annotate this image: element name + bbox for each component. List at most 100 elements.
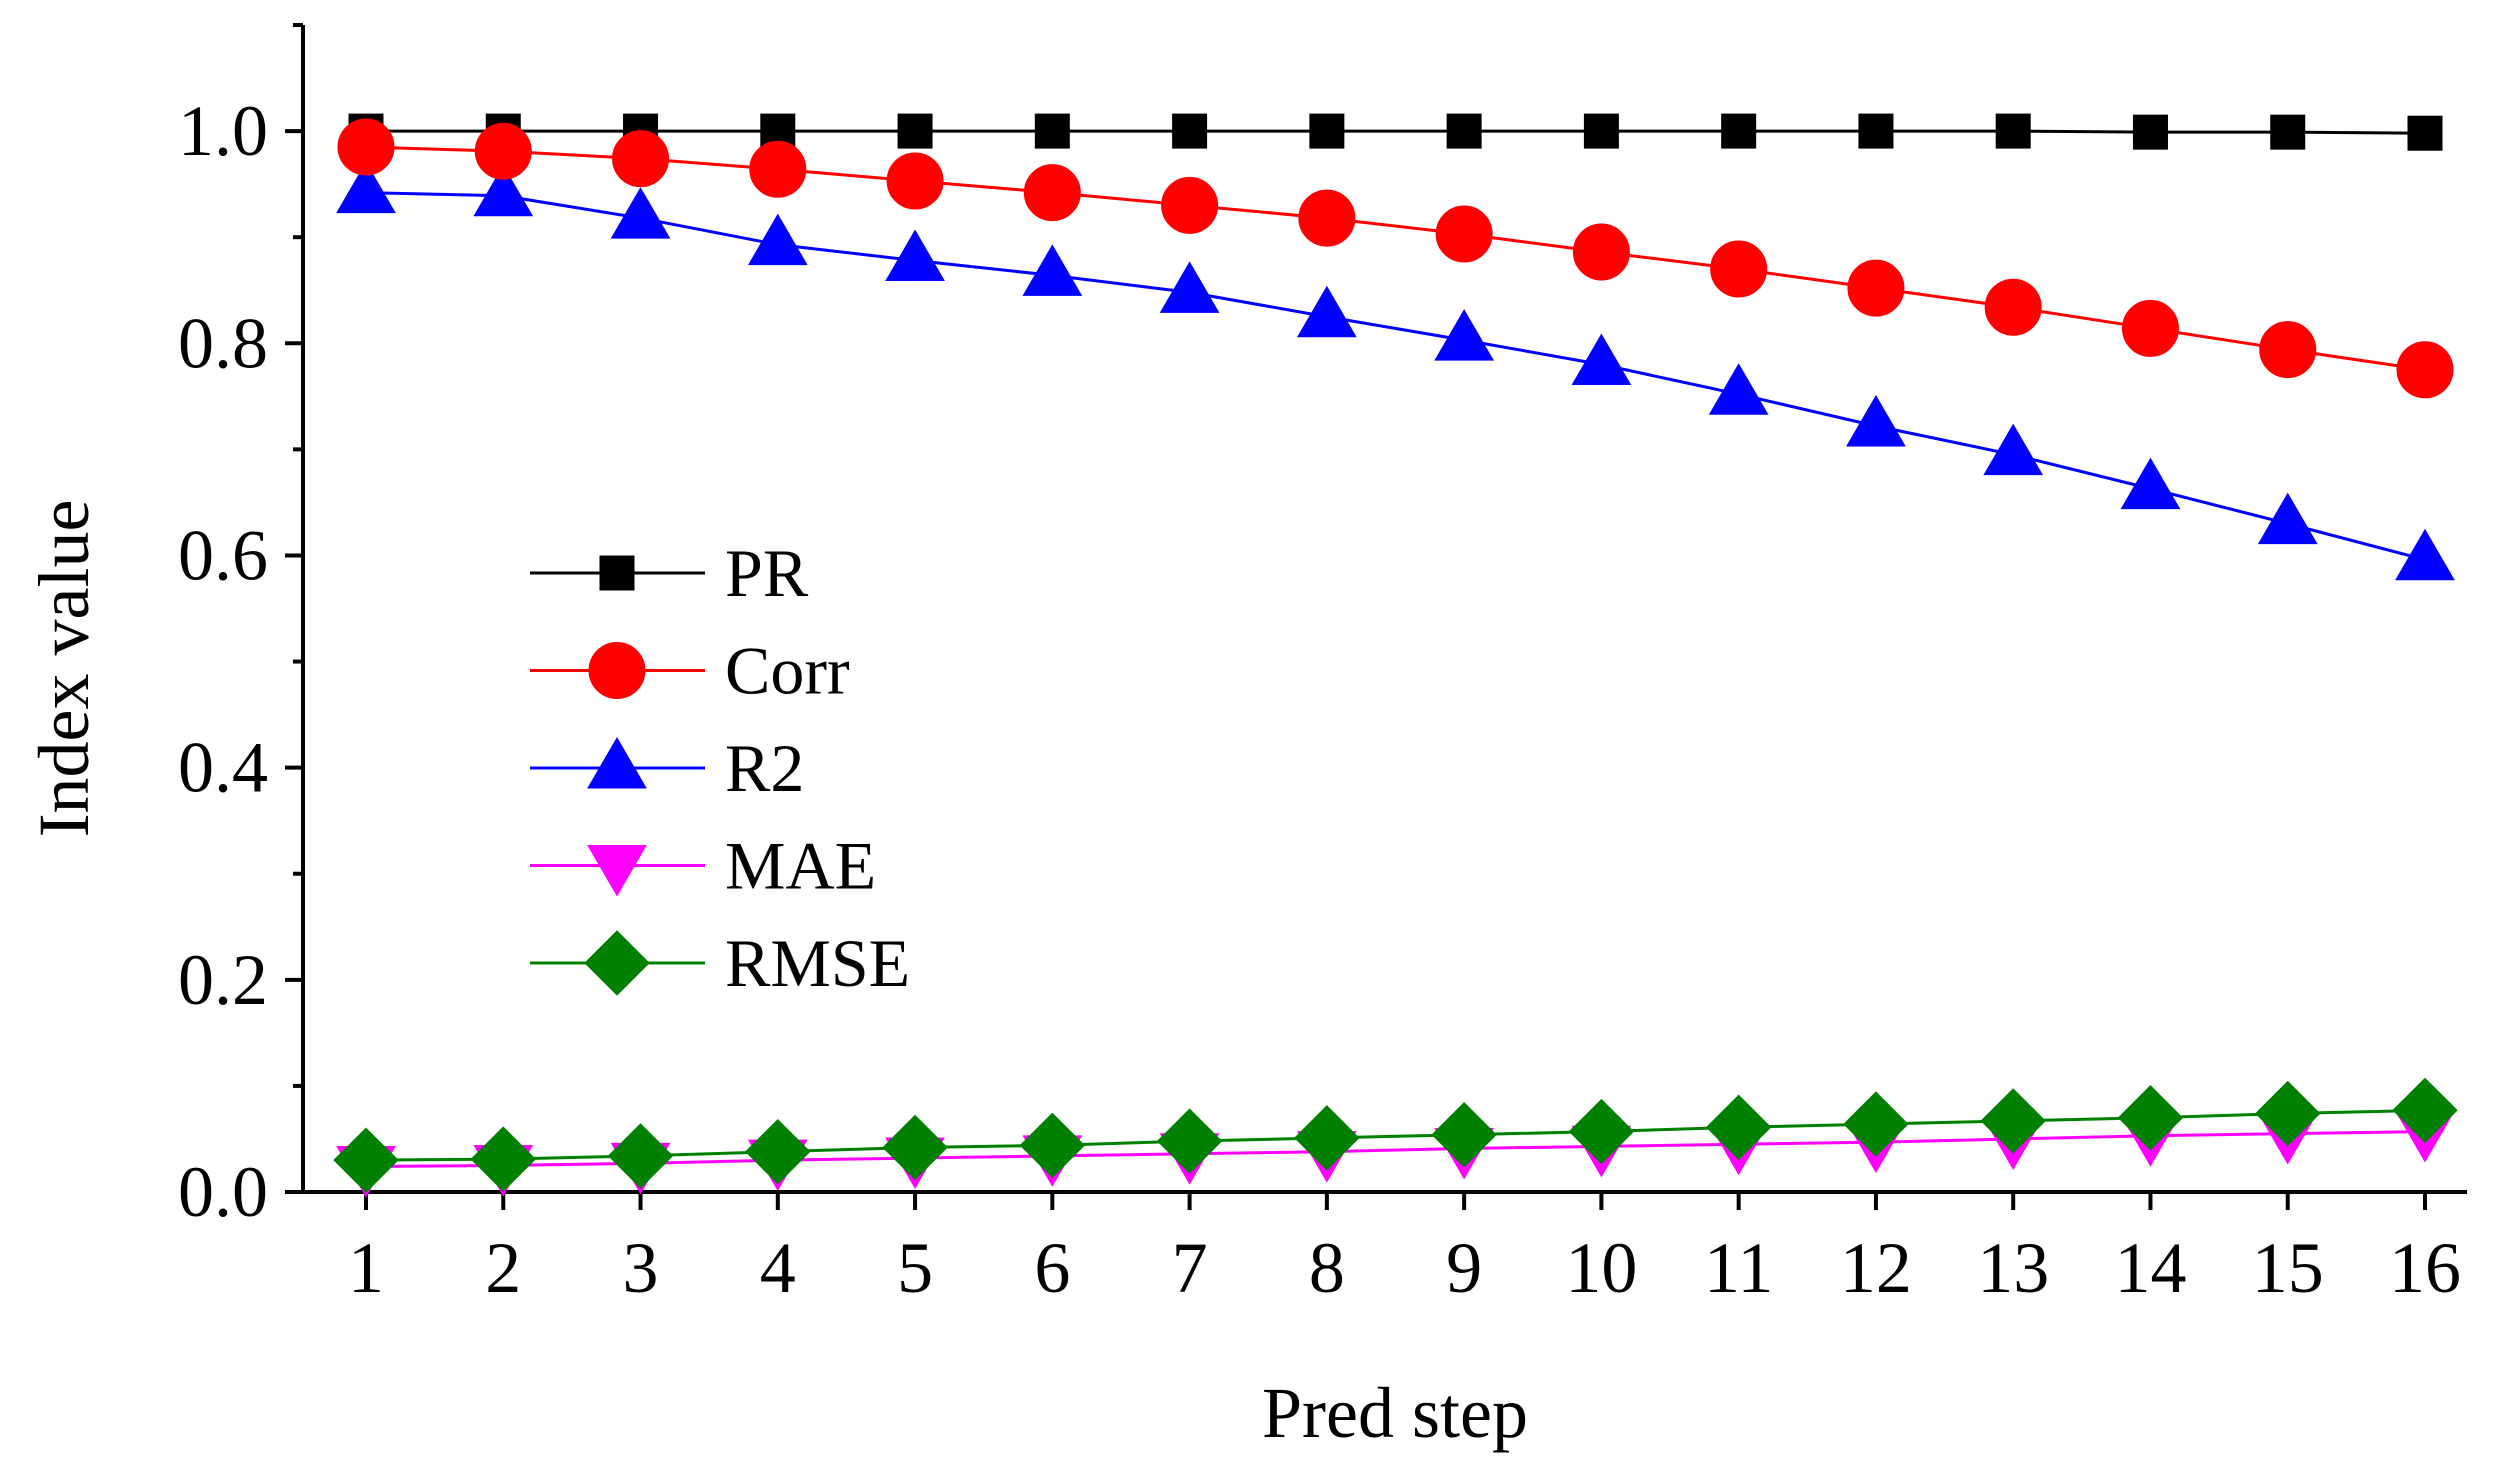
legend-label: Corr (725, 633, 850, 709)
y-tick-label: 0.0 (178, 1152, 268, 1232)
series-rmse (333, 1077, 2458, 1193)
series-rmse-point (1980, 1088, 2046, 1154)
series-r2-point (747, 213, 808, 266)
y-tick-label: 0.2 (178, 940, 268, 1020)
series-r2-line (365, 191, 2426, 562)
x-tick-label: 10 (1565, 1228, 1637, 1308)
series-corr-point (1572, 223, 1630, 281)
series-mae-line (365, 1130, 2426, 1169)
legend-label: R2 (725, 730, 804, 806)
series-rmse-point (2392, 1077, 2458, 1144)
series-pr-point (1858, 113, 1894, 149)
series-corr-point (1435, 205, 1493, 263)
x-tick-label: 6 (1034, 1228, 1070, 1308)
x-axis-title: Pred step (1262, 1373, 1528, 1453)
legend-marker (587, 845, 647, 897)
x-tick-label: 8 (1309, 1228, 1345, 1308)
series-rmse-point (1294, 1105, 1360, 1171)
series-corr-point (2121, 299, 2179, 357)
series-rmse-point (2255, 1080, 2321, 1147)
series-rmse-point (1019, 1112, 1086, 1179)
legend-marker (584, 930, 650, 996)
series-rmse-point (607, 1123, 674, 1189)
series-corr-point (337, 118, 395, 176)
series-corr-point (1298, 189, 1356, 247)
series-r2-point (336, 161, 396, 214)
series-rmse-point (1843, 1091, 1909, 1157)
x-tick-label: 4 (760, 1228, 796, 1308)
x-tick-label: 3 (623, 1228, 659, 1308)
legend-marker (587, 737, 647, 789)
x-tick-label: 1 (348, 1228, 384, 1308)
series-corr-point (886, 152, 944, 210)
x-tick-label: 7 (1172, 1228, 1208, 1308)
series-rmse-point (1431, 1102, 1497, 1168)
x-tick-label: 2 (485, 1228, 521, 1308)
series-pr-point (1172, 113, 1208, 149)
x-tick-label: 14 (2114, 1228, 2186, 1308)
legend-marker (599, 555, 635, 591)
series-pr-line (366, 129, 2426, 135)
series-r2-point (1159, 261, 1220, 313)
x-tick-label: 11 (1704, 1228, 1773, 1308)
x-tick-label: 12 (1840, 1228, 1912, 1308)
series-rmse-point (745, 1118, 811, 1185)
x-tick-label: 5 (897, 1228, 933, 1308)
series-rmse-point (882, 1114, 948, 1181)
series-pr-point (897, 113, 933, 149)
legend-item-r2: R2 (530, 730, 804, 806)
series-r2-point (1571, 333, 1632, 385)
series-rmse-point (1156, 1108, 1223, 1174)
x-tick-label: 9 (1446, 1228, 1482, 1308)
series-r2-point (1434, 309, 1495, 361)
series-corr (337, 118, 2454, 399)
legend-label: PR (725, 535, 809, 611)
series-pr-point (1446, 113, 1482, 149)
series-corr-point (1023, 164, 1081, 222)
series-corr-point (612, 130, 670, 188)
x-tick-label: 15 (2252, 1228, 2324, 1308)
series-corr-point (2259, 321, 2317, 379)
x-tick-label: 13 (1977, 1228, 2049, 1308)
series-r2-point (1022, 244, 1083, 296)
series-corr-point (749, 140, 807, 198)
series-r2-point (2257, 492, 2318, 545)
series-corr-point (1710, 240, 1768, 298)
legend-item-pr: PR (530, 535, 809, 611)
series-corr-line (365, 145, 2426, 372)
y-tick-label: 0.4 (178, 728, 268, 808)
series-rmse-point (1705, 1094, 1772, 1160)
series-pr-point (2270, 114, 2306, 150)
series-r2-point (2120, 457, 2181, 510)
series-rmse-point (2117, 1085, 2184, 1151)
series-pr-point (2132, 114, 2168, 150)
series-corr-point (2396, 341, 2454, 399)
series-layer (333, 113, 2458, 1198)
series-pr-point (1995, 113, 2031, 149)
series-rmse-point (333, 1127, 399, 1193)
series-r2-point (1846, 395, 1906, 447)
series-pr-point (1583, 113, 1619, 149)
x-tick-label: 16 (2389, 1228, 2461, 1308)
y-axis-title: Index value (24, 500, 104, 838)
y-tick-label: 1.0 (178, 91, 268, 171)
series-r2-point (473, 164, 534, 217)
series-rmse-point (1568, 1098, 1635, 1165)
series-r2-point (610, 187, 671, 239)
legend-item-corr: Corr (530, 633, 850, 709)
legend: PR Corr R2 MAE RMSE (530, 535, 910, 1001)
series-r2-point (1983, 423, 2044, 476)
legend-label: MAE (725, 828, 876, 904)
legend-label: RMSE (725, 925, 910, 1001)
series-r2 (336, 161, 2455, 581)
legend-marker (588, 642, 646, 699)
legend-item-mae: MAE (530, 828, 876, 904)
y-tick-label: 0.6 (178, 515, 268, 595)
y-tick-label: 0.8 (178, 303, 268, 383)
series-corr-point (1847, 259, 1905, 317)
series-pr-point (1034, 113, 1070, 149)
series-rmse-line (365, 1108, 2426, 1162)
series-pr-point (1309, 113, 1345, 149)
series-r2-point (1708, 363, 1769, 415)
